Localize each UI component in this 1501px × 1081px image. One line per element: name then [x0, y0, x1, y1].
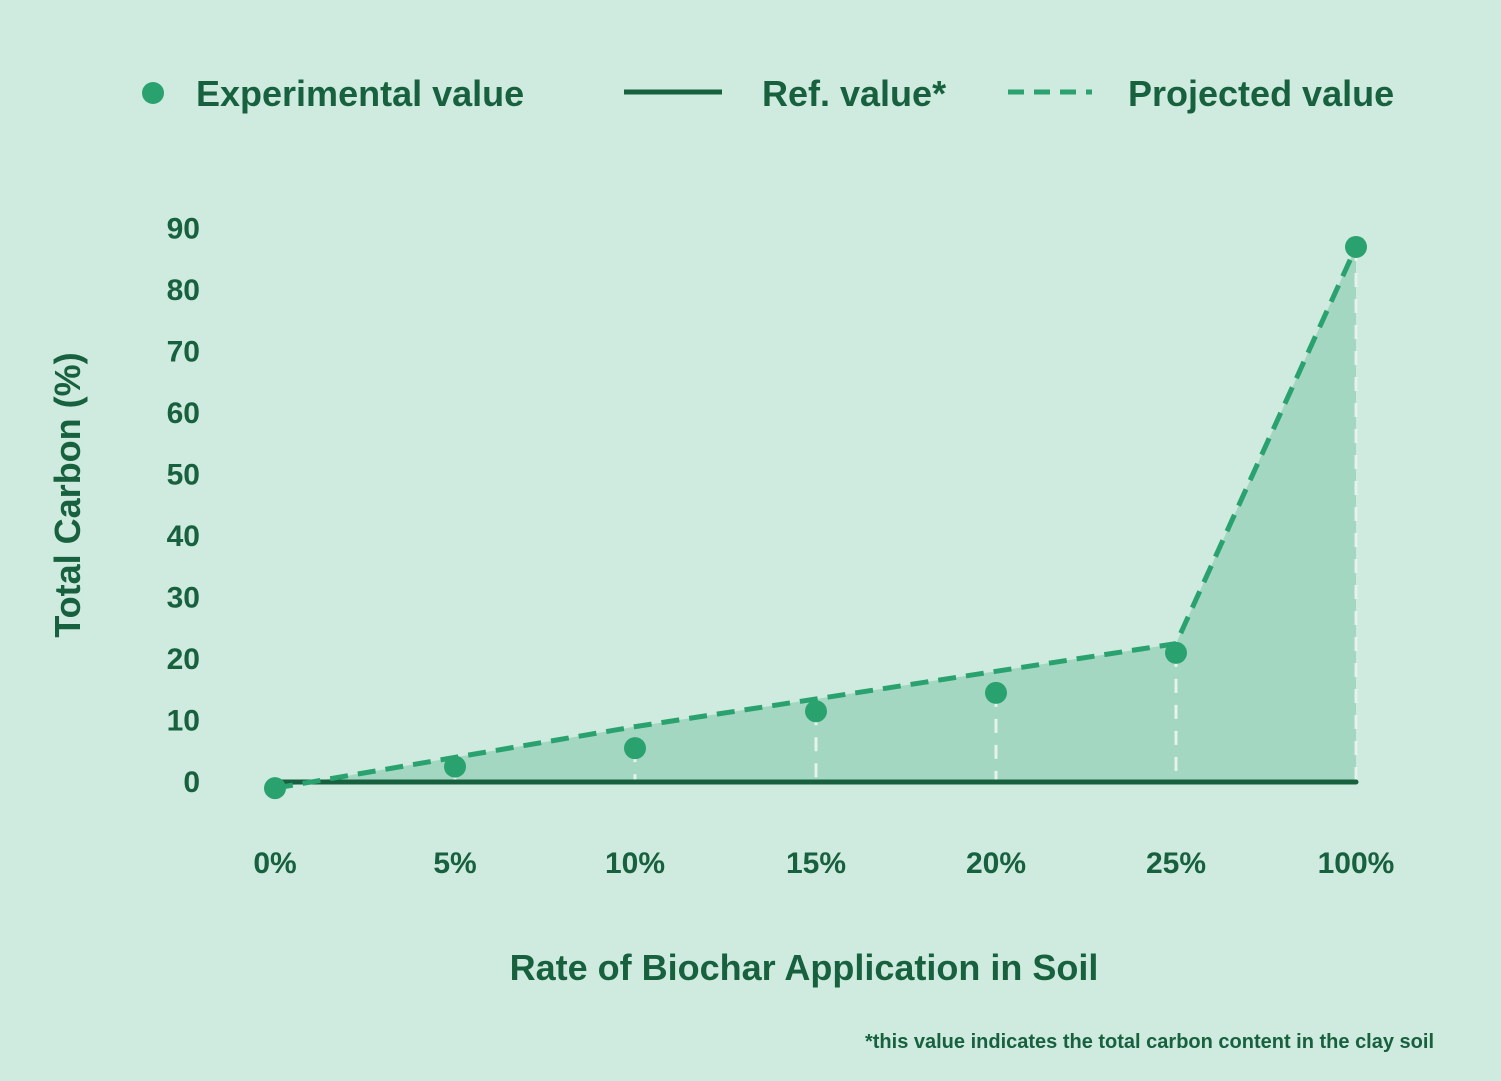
experimental-points-layer [264, 235, 1367, 800]
experimental-point [985, 681, 1007, 704]
legend: Experimental value Ref. value* Projected… [142, 73, 1394, 114]
y-axis-title: Total Carbon (%) [47, 352, 88, 637]
y-tick-label: 50 [167, 459, 200, 492]
y-tick-label: 20 [167, 643, 200, 676]
x-axis-ticks: 0% 5% 10% 15% 20% 25% 100% [253, 847, 1394, 880]
legend-experimental-label: Experimental value [196, 73, 524, 114]
legend-reference-label: Ref. value* [762, 73, 946, 114]
y-tick-label: 70 [167, 336, 200, 369]
experimental-point [444, 755, 466, 778]
y-tick-label: 90 [167, 213, 200, 246]
y-axis-ticks: 90 80 70 60 50 40 30 20 10 0 [167, 213, 200, 800]
projected-area-layer [275, 246, 1356, 789]
footnote: *this value indicates the total carbon c… [865, 1031, 1434, 1053]
x-tick-label: 25% [1146, 847, 1206, 880]
experimental-point [1345, 235, 1367, 258]
y-tick-label: 30 [167, 582, 200, 615]
legend-experimental-marker [142, 82, 164, 104]
x-tick-label: 5% [433, 847, 476, 880]
y-tick-label: 0 [183, 766, 200, 799]
x-tick-label: 20% [966, 847, 1026, 880]
x-tick-label: 15% [786, 847, 846, 880]
legend-projected-label: Projected value [1128, 73, 1394, 114]
y-tick-label: 60 [167, 397, 200, 430]
projected-area [275, 246, 1356, 789]
experimental-point [805, 700, 827, 723]
y-tick-label: 80 [167, 274, 200, 307]
x-tick-label: 10% [605, 847, 665, 880]
experimental-point [624, 737, 646, 760]
experimental-point [1165, 641, 1187, 664]
x-tick-label: 100% [1318, 847, 1395, 880]
y-tick-label: 40 [167, 520, 200, 553]
experimental-point [264, 777, 286, 800]
x-tick-label: 0% [253, 847, 296, 880]
y-tick-label: 10 [167, 705, 200, 738]
x-axis-title: Rate of Biochar Application in Soil [510, 947, 1099, 988]
